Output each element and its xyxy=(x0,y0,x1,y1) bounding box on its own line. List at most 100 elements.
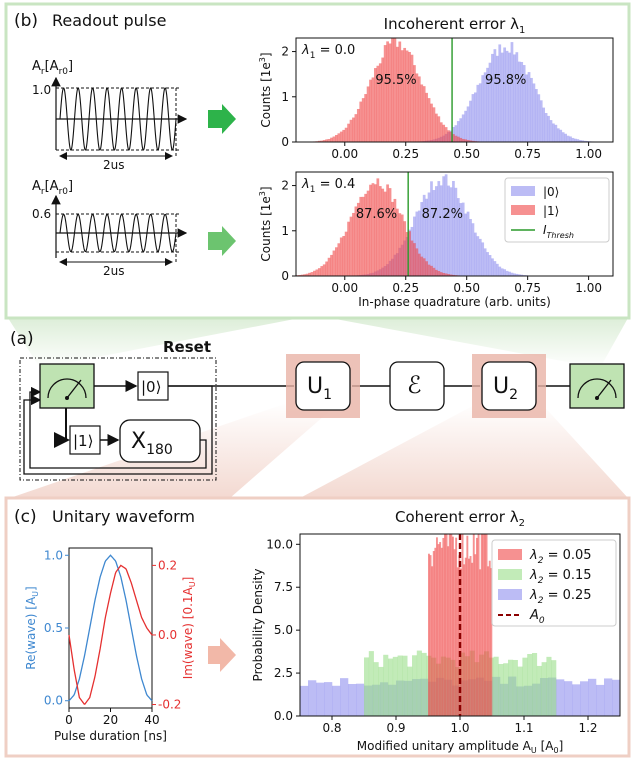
histogram-bar xyxy=(474,554,477,716)
arrow-right-top xyxy=(208,104,236,134)
histogram-bar-ket0 xyxy=(456,198,460,276)
histogram-bar-ket1 xyxy=(322,140,326,142)
x-axis-label: Pulse duration [ns] xyxy=(54,729,167,743)
histogram-bar xyxy=(452,536,454,716)
histogram-bar-ket1 xyxy=(369,79,372,142)
wire-ket0-in xyxy=(168,385,213,390)
meter-icon xyxy=(569,363,625,409)
histogram-bar xyxy=(487,566,490,716)
histogram-bar-ket1 xyxy=(439,272,443,276)
histogram-bar-ket0 xyxy=(434,186,438,276)
histogram-bar-ket1 xyxy=(359,101,363,142)
x-axis-label: Modified unitary amplitude AU [A0] xyxy=(357,739,564,755)
x-tick-label: 0.25 xyxy=(392,147,419,161)
histogram-bar xyxy=(383,654,389,716)
histogram-bar-ket1 xyxy=(300,274,304,276)
histogram-bar xyxy=(436,537,438,716)
histogram-bar-ket1 xyxy=(386,41,389,142)
x-tick-label: 0.75 xyxy=(514,147,541,161)
histogram-bar-ket1 xyxy=(427,264,431,276)
histogram-bar-ket1 xyxy=(434,113,438,142)
histogram-bar-ket1 xyxy=(420,256,424,276)
histogram-bar-ket1 xyxy=(395,46,399,142)
u2-label: U2 xyxy=(493,374,518,403)
histogram-bar-ket0 xyxy=(547,115,550,142)
histogram-bar-ket1 xyxy=(344,127,348,142)
histogram-bar-ket1 xyxy=(442,124,446,142)
histogram-bar-ket0 xyxy=(464,213,467,276)
legend-label: A0 xyxy=(529,608,545,626)
histogram-bar-ket1 xyxy=(383,45,387,142)
histogram-bar-ket1 xyxy=(413,65,416,142)
histogram-bar-ket0 xyxy=(471,94,475,142)
histogram-bar xyxy=(498,664,504,716)
histogram-bar-ket1 xyxy=(405,50,409,142)
panel-a-label: (a) xyxy=(10,329,34,349)
histogram-bar xyxy=(536,665,542,716)
histogram-bar-ket0 xyxy=(427,192,431,276)
histogram-bar-ket0 xyxy=(515,52,519,143)
histogram-bar-ket0 xyxy=(583,140,587,142)
histogram-bar-ket1 xyxy=(364,193,368,276)
histogram-bar-ket1 xyxy=(461,138,465,142)
histogram-bar-ket1 xyxy=(381,188,385,276)
histogram-bar xyxy=(368,651,374,716)
y-tick-label: 2 xyxy=(281,45,289,59)
histogram-bar xyxy=(461,534,464,716)
y-tick-label: 0 xyxy=(281,269,289,283)
histogram-bar-ket1 xyxy=(395,208,399,276)
histogram-bar-ket1 xyxy=(347,123,350,142)
plot-frame xyxy=(68,547,153,709)
histogram-bar xyxy=(440,547,443,716)
arrow-right-c xyxy=(208,638,236,672)
histogram-bar-ket1 xyxy=(361,98,365,142)
histogram-bar-ket1 xyxy=(422,258,426,276)
u1-label: U1 xyxy=(307,374,332,403)
histogram-bar-ket1 xyxy=(391,201,394,276)
histogram-bar xyxy=(493,656,499,716)
histogram-bar xyxy=(456,567,459,716)
panel-b-frame xyxy=(4,2,631,320)
histogram-bar-ket1 xyxy=(417,76,421,142)
histogram-bar xyxy=(448,534,451,716)
legend-swatch xyxy=(511,186,535,196)
histogram-bar-ket1 xyxy=(298,274,302,276)
fidelity-label: 87.2% xyxy=(422,207,463,222)
histogram-bar-ket1 xyxy=(430,265,433,276)
x-tick-label: 1.00 xyxy=(575,281,602,295)
histogram-bar-ket1 xyxy=(330,137,333,142)
histogram-bar-ket1 xyxy=(417,253,421,276)
histogram-bar-ket1 xyxy=(437,116,441,142)
histogram-bar-ket1 xyxy=(403,221,407,276)
pulse-top-ylabel: Ar[Ar0] xyxy=(32,59,73,77)
histogram-bar-ket0 xyxy=(486,67,489,142)
histogram-bar-ket1 xyxy=(454,135,458,142)
histogram-bar-ket0 xyxy=(483,72,487,142)
histogram-bar-ket1 xyxy=(308,272,311,276)
x-tick-label: 0.00 xyxy=(331,147,358,161)
x-tick-label: 0.00 xyxy=(331,281,358,295)
x180-gate xyxy=(119,419,201,463)
histogram-bar xyxy=(439,542,442,716)
y-axis-label-left: Re(wave) [AU] xyxy=(24,586,40,669)
legend-box xyxy=(491,539,617,627)
y-tick-label: 1 xyxy=(281,90,289,104)
histogram-bar-ket0 xyxy=(486,252,489,276)
histogram-bar-ket0 xyxy=(454,125,458,142)
histogram-bar xyxy=(437,544,440,716)
histogram-bar-ket1 xyxy=(378,186,382,276)
histogram-bar-ket0 xyxy=(493,49,497,142)
histogram-bar-ket0 xyxy=(549,120,553,142)
histogram-bar-ket1 xyxy=(432,267,436,276)
histogram-bar xyxy=(434,547,437,716)
histogram-bar-ket1 xyxy=(313,270,316,276)
histogram-bar xyxy=(466,535,469,716)
histogram-bar xyxy=(488,560,491,716)
histogram-bar-ket1 xyxy=(374,184,377,276)
re-wave-line xyxy=(68,554,153,702)
histogram-bar-ket1 xyxy=(398,213,402,276)
x-tick-label: 0 xyxy=(65,713,73,727)
histogram-bar-ket0 xyxy=(469,218,472,276)
histogram-bar-ket1 xyxy=(456,136,460,142)
reset-box xyxy=(19,357,217,481)
